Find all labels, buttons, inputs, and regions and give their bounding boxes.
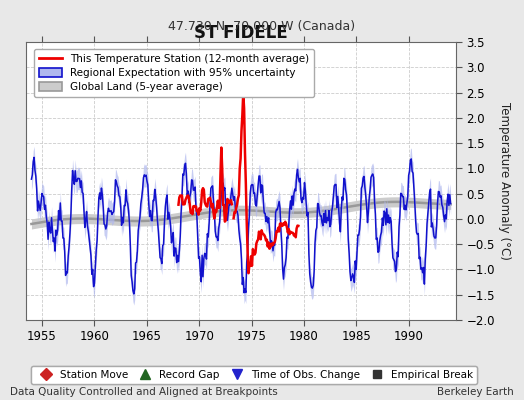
Text: Berkeley Earth: Berkeley Earth xyxy=(437,387,514,397)
Y-axis label: Temperature Anomaly (°C): Temperature Anomaly (°C) xyxy=(498,102,511,260)
Text: Data Quality Controlled and Aligned at Breakpoints: Data Quality Controlled and Aligned at B… xyxy=(10,387,278,397)
Text: 47.730 N, 70.000 W (Canada): 47.730 N, 70.000 W (Canada) xyxy=(168,20,356,33)
Title: ST FIDELE: ST FIDELE xyxy=(194,24,288,42)
Legend: Station Move, Record Gap, Time of Obs. Change, Empirical Break: Station Move, Record Gap, Time of Obs. C… xyxy=(31,366,477,384)
